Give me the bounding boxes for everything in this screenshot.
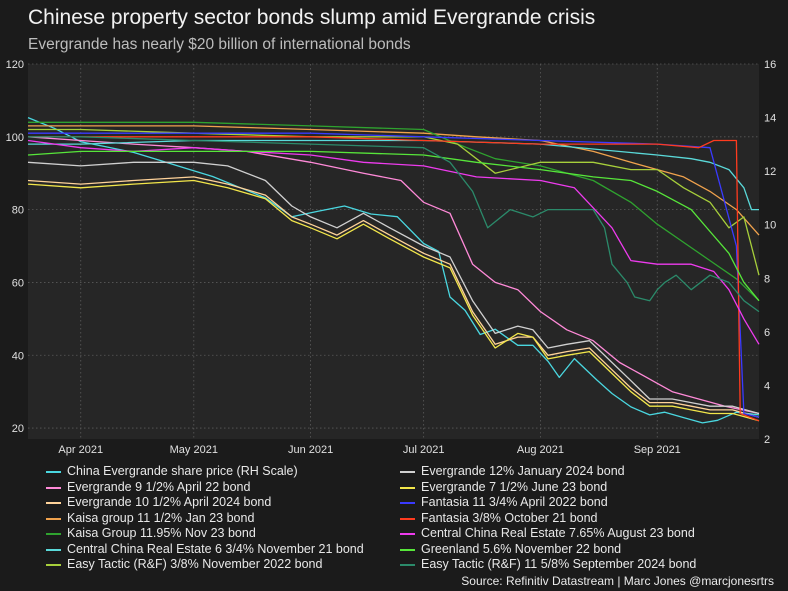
legend-swatch: [46, 517, 61, 520]
legend-label: Central China Real Estate 7.65% August 2…: [421, 526, 695, 540]
y-left-tick-label: 80: [12, 205, 24, 217]
series-layer: [27, 116, 760, 424]
chart-title: Chinese property sector bonds slump amid…: [28, 6, 596, 29]
legend-swatch: [46, 548, 61, 551]
series-line-14: [28, 136, 760, 313]
legend-swatch: [400, 486, 415, 489]
legend-swatch: [46, 471, 61, 473]
axis-layer: 120 100 80 60 40 20 16 14 12 10 8 6 4 2 Apr 2021 May 20…: [6, 59, 777, 456]
y-right-tick-label: 8: [764, 273, 770, 285]
legend-label: Kaisa Group 11.95% Nov 23 bond: [67, 526, 256, 540]
legend-label: Evergrande 7 1/2% June 23 bond: [421, 479, 608, 494]
legend-label: Evergrande 9 1/2% April 22 bond: [67, 479, 251, 494]
legend-swatch: [400, 517, 415, 520]
legend-label: China Evergrande share price (RH Scale): [67, 464, 298, 478]
legend-label: Fantasia 3/8% October 21 bond: [421, 510, 598, 525]
y-right-tick-label: 12: [764, 166, 776, 178]
chart-subtitle: Evergrande has nearly $20 billion of int…: [28, 36, 411, 53]
series-line-13: [27, 150, 760, 302]
series-line-11: [28, 136, 760, 422]
y-left-tick-label: 120: [6, 59, 24, 71]
plot-area: [28, 64, 759, 439]
legend-label: Evergrande 10 1/2% April 2024 bond: [67, 495, 272, 509]
series-line-9: [27, 179, 760, 422]
y-right-tick-label: 14: [764, 113, 776, 125]
y-left-tick-label: 60: [12, 277, 24, 289]
series-line-8: [27, 161, 760, 415]
y-left-tick-label: 100: [6, 132, 24, 144]
y-left-tick-label: 40: [12, 350, 24, 362]
legend-swatch: [400, 502, 415, 504]
legend-label: Central China Real Estate 6 3/4% Novembe…: [67, 541, 364, 556]
series-line-5: [28, 121, 760, 302]
legend-swatch: [400, 471, 415, 473]
legend-label: Fantasia 11 3/4% April 2022 bond: [421, 495, 608, 509]
legend-swatch: [400, 564, 415, 566]
legend-label: Kaisa group 11 1/2% Jan 23 bond: [67, 510, 255, 525]
x-tick-label: Apr 2021: [58, 444, 103, 456]
legend-label: Easy Tactic (R&F) 3/8% November 2022 bon…: [67, 557, 323, 571]
y-right-tick-label: 10: [764, 220, 776, 232]
series-line-12: [27, 139, 760, 345]
legend-swatch: [400, 533, 415, 535]
series-line-1: [27, 116, 760, 424]
legend-swatch: [46, 564, 61, 566]
legend-label: Evergrande 12% January 2024 bond: [421, 464, 625, 478]
y-left-tick-label: 20: [12, 423, 24, 435]
legend-swatch: [400, 548, 415, 551]
source-credit: Source: Refinitiv Datastream | Marc Jone…: [461, 574, 774, 588]
y-right-tick-label: 2: [764, 434, 770, 446]
legend-swatch: [46, 533, 61, 535]
series-line-7: [28, 128, 760, 276]
x-tick-label: Jun 2021: [288, 444, 333, 456]
x-tick-label: Sep 2021: [634, 444, 681, 456]
legend-label: Easy Tactic (R&F) 11 5/8% September 2024…: [421, 557, 697, 571]
x-tick-label: Aug 2021: [517, 444, 564, 456]
grid-layer: [28, 63, 759, 439]
y-right-tick-label: 4: [764, 380, 770, 392]
legend-swatch: [46, 502, 61, 504]
legend-label: Greenland 5.6% November 22 bond: [421, 541, 622, 556]
y-right-tick-label: 16: [764, 59, 776, 71]
y-right-tick-label: 6: [764, 327, 770, 339]
x-tick-label: May 2021: [170, 444, 218, 456]
legend-swatch: [46, 486, 61, 489]
x-tick-label: Jul 2021: [403, 444, 445, 456]
series-line-3: [27, 176, 760, 418]
